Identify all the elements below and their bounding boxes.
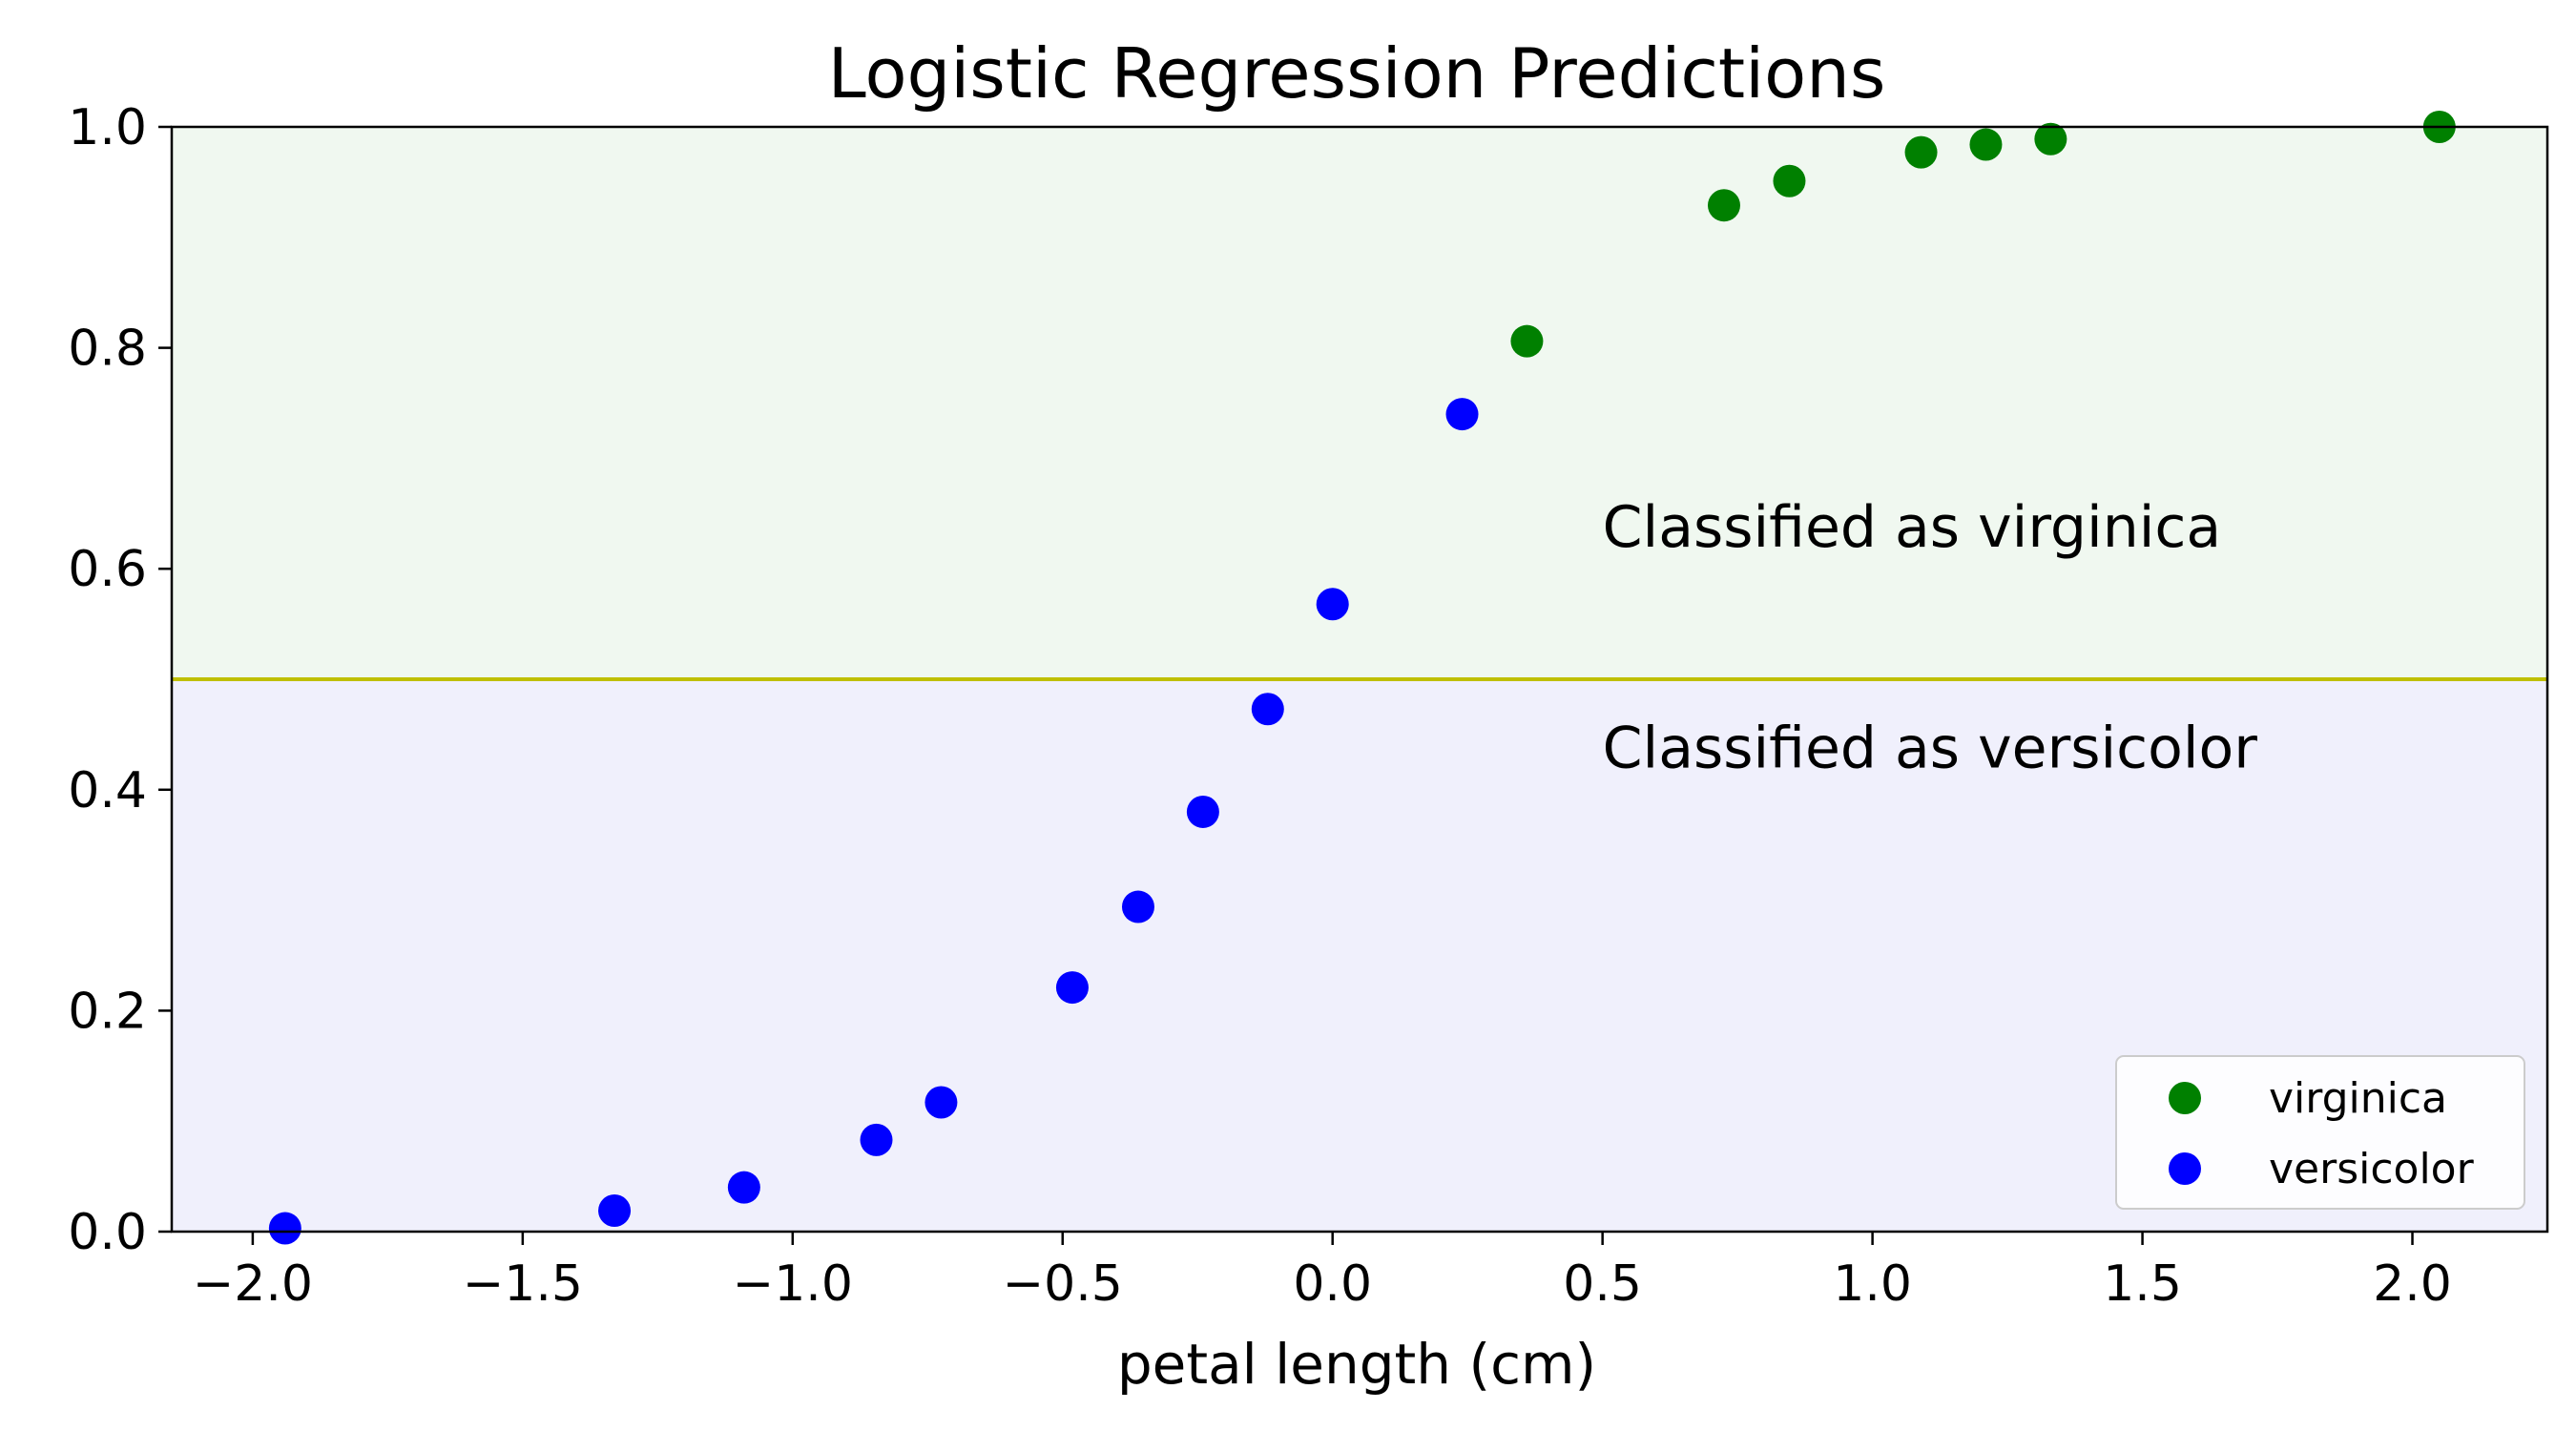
point-versicolor-4: [924, 1086, 958, 1119]
point-versicolor-6: [1121, 890, 1154, 923]
y-tick-label: 0.8: [68, 321, 147, 378]
x-tick-label: −1.5: [463, 1255, 583, 1313]
point-versicolor-9: [1316, 588, 1349, 621]
regions-layer: [172, 127, 2547, 1232]
legend-label-virginica: virginica: [2269, 1074, 2447, 1123]
point-versicolor-5: [1055, 971, 1089, 1005]
legend-marker-virginica: [2169, 1082, 2201, 1114]
x-tick-label: 0.0: [1293, 1255, 1372, 1313]
point-versicolor-7: [1186, 795, 1219, 828]
chart-title: Logistic Regression Predictions: [828, 33, 1886, 114]
x-tick-label: 0.5: [1563, 1255, 1642, 1313]
ticks-layer: −2.0 −1.5 −1.0 −0.5 0.0 0.5 1.0 1.5 2.0 0.0 0.2 0.4…: [68, 99, 2452, 1313]
point-virginica-3: [1904, 135, 1938, 169]
x-tick-label: −0.5: [1003, 1255, 1123, 1313]
region-label-0: Classified as virginica: [1603, 494, 2222, 561]
legend-box: [2115, 1055, 2525, 1210]
point-versicolor-10: [1445, 398, 1479, 431]
annotations-layer: Classified as virginica Classified as ver…: [1603, 494, 2258, 782]
region-0: [172, 127, 2547, 679]
point-virginica-1: [1707, 189, 1740, 222]
point-virginica-4: [1969, 128, 2003, 161]
x-tick-label: −2.0: [193, 1255, 313, 1313]
y-tick-label: 0.6: [68, 541, 147, 598]
y-tick-label: 0.0: [68, 1204, 147, 1261]
x-tick-label: 2.0: [2373, 1255, 2452, 1313]
x-tick-label: −1.0: [733, 1255, 853, 1313]
y-tick-label: 0.2: [68, 983, 147, 1040]
point-versicolor-0: [268, 1212, 301, 1245]
plot-frame: [170, 125, 2549, 1234]
frame-layer: [170, 125, 2549, 1234]
region-label-1: Classified as versicolor: [1603, 716, 2258, 782]
x-axis-label: petal length (cm): [1117, 1332, 1596, 1397]
point-versicolor-8: [1251, 693, 1284, 726]
point-versicolor-2: [727, 1171, 760, 1204]
points-layer: [268, 111, 2456, 1245]
x-tick-label: 1.5: [2103, 1255, 2182, 1313]
point-virginica-0: [1510, 324, 1544, 358]
legend: virginica versicolor: [2115, 1055, 2525, 1210]
point-virginica-2: [1773, 164, 1806, 197]
point-virginica-5: [2034, 122, 2067, 156]
point-versicolor-3: [860, 1123, 893, 1156]
legend-marker-versicolor: [2169, 1152, 2201, 1185]
legend-label-versicolor: versicolor: [2269, 1145, 2475, 1193]
point-versicolor-1: [598, 1193, 632, 1227]
y-tick-label: 1.0: [68, 99, 147, 156]
y-tick-label: 0.4: [68, 762, 147, 819]
x-tick-label: 1.0: [1833, 1255, 1912, 1313]
